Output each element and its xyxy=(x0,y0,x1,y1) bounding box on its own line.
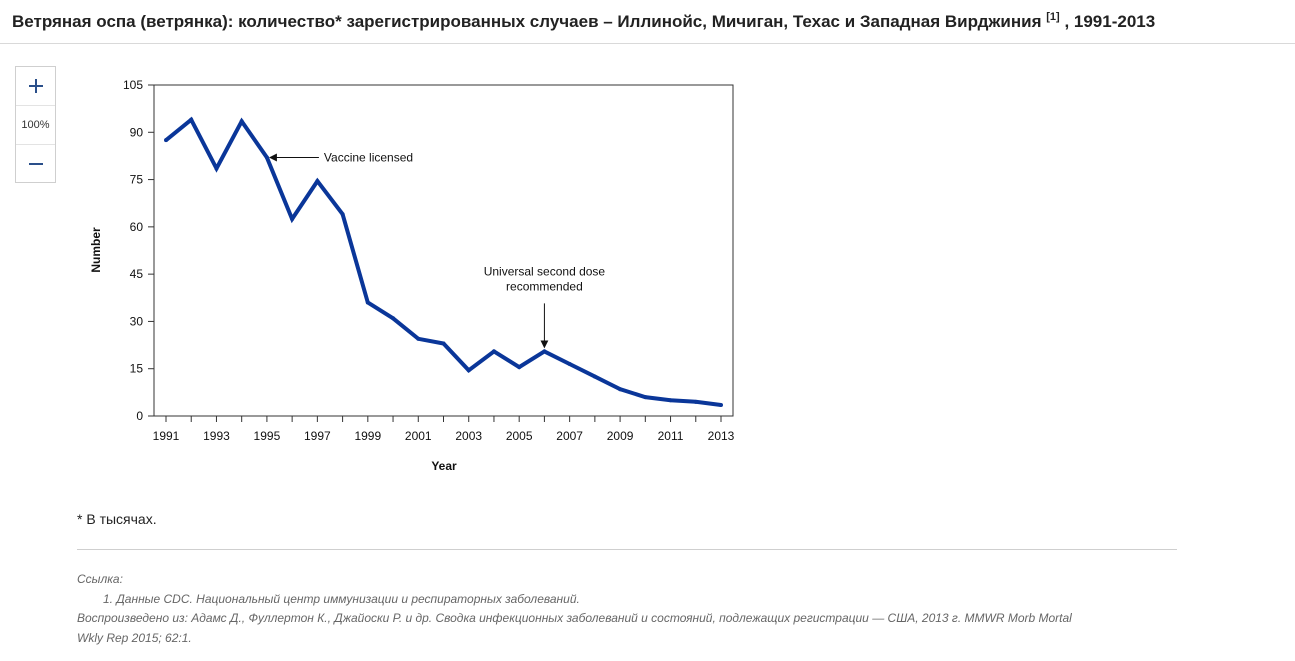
data-point xyxy=(189,117,194,122)
y-tick-label: 30 xyxy=(130,314,144,328)
data-point xyxy=(340,212,345,217)
y-axis-title: Number xyxy=(89,227,103,273)
annotations: Vaccine licensed Universal second dose rec… xyxy=(268,151,606,349)
data-point xyxy=(391,316,396,321)
data-point xyxy=(618,387,623,392)
title-text: Ветряная оспа (ветрянка): количество* за… xyxy=(12,12,1042,31)
data-point xyxy=(441,341,446,346)
data-point xyxy=(517,365,522,370)
y-tick-label: 90 xyxy=(130,125,144,139)
x-tick-label: 1997 xyxy=(304,429,331,443)
data-point xyxy=(264,155,269,160)
y-tick-label: 105 xyxy=(123,78,143,92)
divider xyxy=(77,549,1177,550)
data-point xyxy=(466,368,471,373)
data-point xyxy=(315,179,320,184)
series-line xyxy=(164,116,722,407)
title-bar: Ветряная оспа (ветрянка): количество* за… xyxy=(0,0,1295,44)
data-point xyxy=(491,349,496,354)
page-title: Ветряная оспа (ветрянка): количество* за… xyxy=(12,11,1155,32)
title-years: , 1991-2013 xyxy=(1064,12,1156,31)
annotation-line: recommended xyxy=(506,279,583,293)
x-tick-label: 2003 xyxy=(455,429,482,443)
chart-svg: 0 15 30 45 60 75 90 105 1991 1993 1995 1997 1999 200… xyxy=(89,78,735,473)
annotation-line: Universal second dose xyxy=(484,264,606,278)
y-tick-label: 15 xyxy=(130,362,144,376)
x-tick-label: 2009 xyxy=(607,429,634,443)
zoom-level: 100% xyxy=(21,118,50,131)
y-tick-label: 45 xyxy=(130,267,144,281)
x-tick-label: 2013 xyxy=(708,429,735,443)
y-tick-label: 75 xyxy=(130,173,144,187)
data-point xyxy=(719,402,723,407)
x-tick-label: 1993 xyxy=(203,429,230,443)
footnote: * В тысячах. xyxy=(77,511,157,527)
y-tick-label: 60 xyxy=(130,220,144,234)
data-point xyxy=(693,399,698,404)
data-point xyxy=(365,300,370,305)
y-axis: 0 15 30 45 60 75 90 105 xyxy=(123,78,154,423)
data-point xyxy=(416,336,421,341)
reference-item: 1. Данные CDC. Национальный центр иммуни… xyxy=(103,591,580,606)
x-tick-label: 1991 xyxy=(153,429,180,443)
data-points xyxy=(164,117,723,407)
data-point xyxy=(643,395,648,400)
data-point xyxy=(239,119,244,124)
references: Ссылка: 1. Данные CDC. Национальный цент… xyxy=(77,570,1177,648)
plot-frame xyxy=(153,84,734,417)
minus-icon xyxy=(28,163,43,165)
plus-icon xyxy=(28,79,43,93)
reproduced-from-line2: Wkly Rep 2015; 62:1. xyxy=(77,630,192,645)
x-axis-title: Year xyxy=(431,459,457,473)
x-axis: 1991 1993 1995 1997 1999 2001 2003 2005 2007 2009… xyxy=(153,416,735,443)
zoom-in-button[interactable] xyxy=(16,67,55,106)
reproduced-from-line1: Воспроизведено из: Адамс Д., Фуллертон К… xyxy=(77,611,1072,625)
x-tick-label: 1995 xyxy=(254,429,281,443)
x-tick-label: 2007 xyxy=(556,429,583,443)
annotation-vaccine-licensed: Vaccine licensed xyxy=(324,151,413,165)
x-tick-label: 2001 xyxy=(405,429,432,443)
data-point xyxy=(290,216,295,221)
y-tick-label: 0 xyxy=(136,409,143,423)
references-label: Ссылка: xyxy=(77,572,123,586)
data-point xyxy=(214,166,219,171)
data-point xyxy=(542,349,547,354)
zoom-control: 100% xyxy=(15,66,56,183)
chart: 0 15 30 45 60 75 90 105 1991 1993 1995 1997 1999 200… xyxy=(60,60,780,490)
reference-link[interactable]: [1] xyxy=(1046,11,1060,23)
data-point xyxy=(592,374,597,379)
x-tick-label: 2011 xyxy=(658,429,684,443)
x-tick-label: 2005 xyxy=(506,429,533,443)
data-point xyxy=(164,138,168,143)
annotation-second-dose: Universal second dose recommended xyxy=(484,264,606,293)
data-point xyxy=(567,361,572,366)
data-point xyxy=(668,398,673,403)
x-tick-label: 1999 xyxy=(354,429,381,443)
zoom-out-button[interactable] xyxy=(16,144,55,183)
